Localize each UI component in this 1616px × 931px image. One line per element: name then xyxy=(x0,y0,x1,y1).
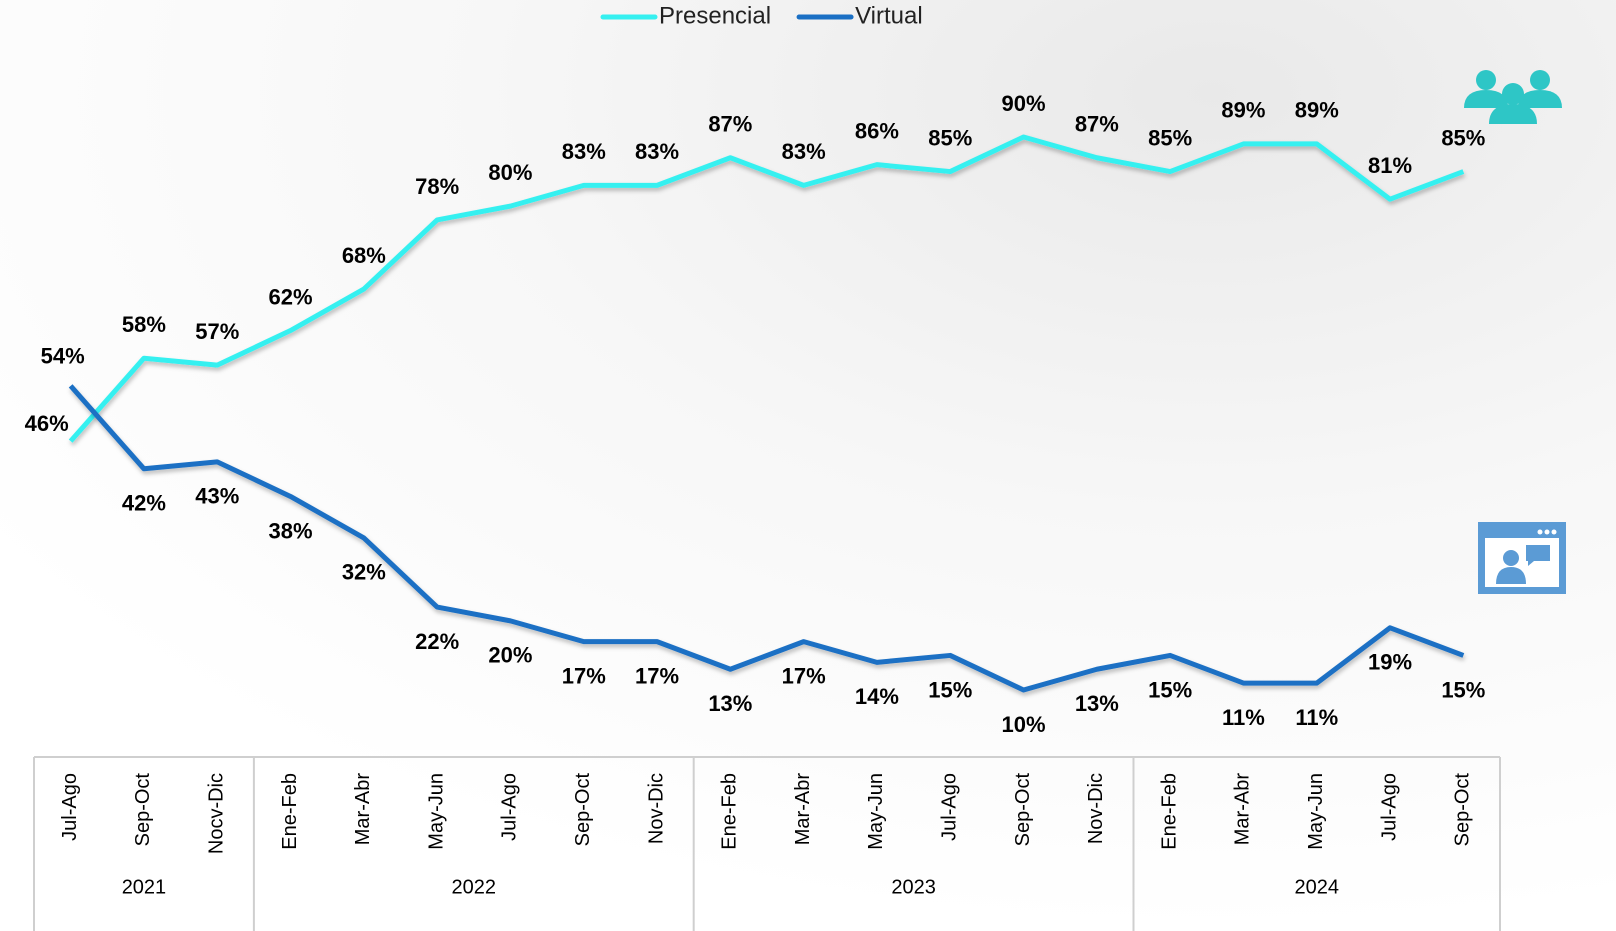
legend-label: Virtual xyxy=(855,2,923,29)
x-tick-label: Sep-Oct xyxy=(1452,773,1474,847)
data-label: 86% xyxy=(855,118,899,143)
data-label: 11% xyxy=(1295,705,1338,730)
x-tick-label: Sep-Oct xyxy=(132,773,154,847)
data-label: 13% xyxy=(708,691,752,716)
x-tick-label: Mar-Abr xyxy=(792,773,814,846)
data-label: 83% xyxy=(562,139,606,164)
data-label: 38% xyxy=(269,518,313,543)
data-label: 89% xyxy=(1221,98,1265,123)
data-label: 87% xyxy=(1075,112,1119,137)
data-label: 54% xyxy=(41,344,85,369)
group-label: 2021 xyxy=(122,876,167,898)
x-tick-label: Nov-Dic xyxy=(645,773,667,844)
data-label: 13% xyxy=(1075,691,1119,716)
data-label: 17% xyxy=(635,663,679,688)
x-tick-label: Sep-Oct xyxy=(572,773,594,847)
data-label: 85% xyxy=(928,125,972,150)
data-label: 78% xyxy=(415,174,459,199)
group-label: 2022 xyxy=(452,876,497,898)
x-tick-label: Jul-Ago xyxy=(939,773,961,841)
data-label: 87% xyxy=(708,112,752,137)
data-label: 83% xyxy=(635,139,679,164)
virtual-icon xyxy=(1478,522,1566,594)
data-label: 20% xyxy=(488,643,532,668)
x-tick-label: Nocv-Dic xyxy=(206,773,228,854)
data-label: 46% xyxy=(25,411,69,436)
data-label: 62% xyxy=(269,284,313,309)
x-tick-label: Jul-Ago xyxy=(499,773,521,841)
data-label: 80% xyxy=(488,160,532,185)
data-label: 19% xyxy=(1368,650,1412,675)
x-tick-label: Sep-Oct xyxy=(1012,773,1034,847)
data-label: 58% xyxy=(122,312,166,337)
data-label: 42% xyxy=(122,491,166,516)
x-tick-label: Jul-Ago xyxy=(59,773,81,841)
x-tick-label: Ene-Feb xyxy=(719,773,741,850)
x-tick-label: Mar-Abr xyxy=(1232,773,1254,846)
data-label: 15% xyxy=(1148,677,1192,702)
x-tick-label: May-Jun xyxy=(425,773,447,850)
data-label: 83% xyxy=(782,139,826,164)
group-label: 2024 xyxy=(1295,876,1340,898)
line-series xyxy=(68,134,1465,443)
people-icon xyxy=(1464,70,1562,124)
line-series xyxy=(68,384,1465,693)
x-tick-label: May-Jun xyxy=(865,773,887,850)
data-label: 57% xyxy=(195,319,239,344)
data-label: 14% xyxy=(855,684,899,709)
x-tick-label: Ene-Feb xyxy=(279,773,301,850)
x-tick-label: Mar-Abr xyxy=(352,773,374,846)
x-tick-label: Nov-Dic xyxy=(1085,773,1107,844)
data-label: 89% xyxy=(1295,98,1339,123)
data-label: 22% xyxy=(415,629,459,654)
data-label: 32% xyxy=(342,560,386,585)
x-tick-label: May-Jun xyxy=(1305,773,1327,850)
data-label: 85% xyxy=(1441,125,1485,150)
legend-label: Presencial xyxy=(659,2,771,29)
data-label: 15% xyxy=(928,677,972,702)
data-label: 90% xyxy=(1002,91,1046,116)
data-label: 81% xyxy=(1368,153,1412,178)
group-label: 2023 xyxy=(891,876,936,898)
x-tick-label: Jul-Ago xyxy=(1378,773,1400,841)
data-label: 43% xyxy=(195,484,239,509)
data-label: 17% xyxy=(562,663,606,688)
data-label: 85% xyxy=(1148,125,1192,150)
data-label: 17% xyxy=(782,663,826,688)
x-tick-label: Ene-Feb xyxy=(1158,773,1180,850)
data-label: 11% xyxy=(1222,705,1265,730)
data-label: 15% xyxy=(1441,677,1485,702)
data-label: 10% xyxy=(1002,712,1046,737)
data-label: 68% xyxy=(342,243,386,268)
